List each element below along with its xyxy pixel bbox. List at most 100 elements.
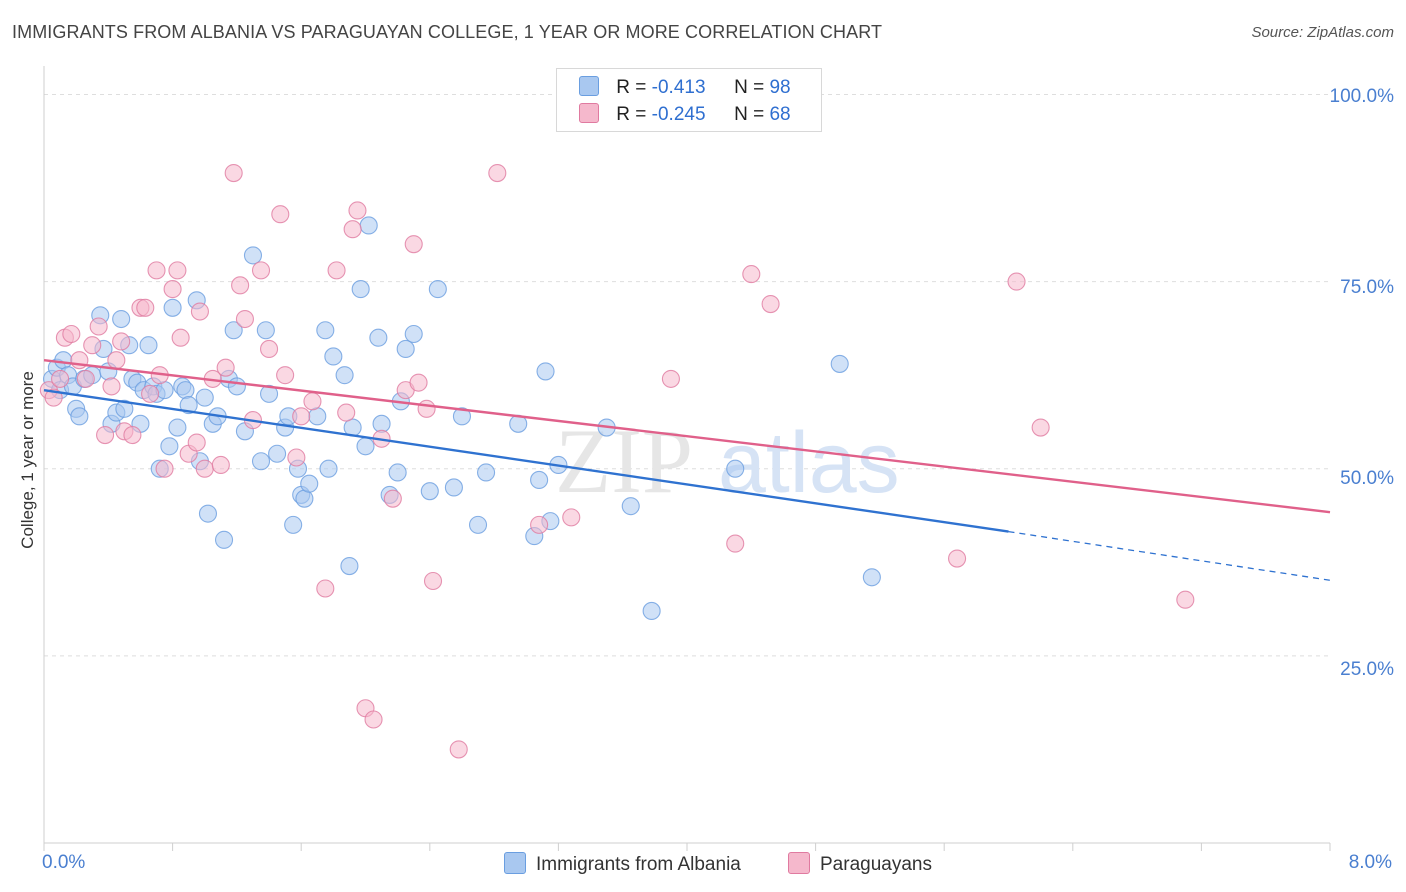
albania-point — [530, 470, 549, 490]
albania-point — [536, 362, 555, 381]
y-axis-label: College, 1 year or more — [18, 371, 37, 549]
albania-point — [420, 482, 439, 501]
paraguayan-point — [1176, 590, 1195, 609]
albania-point — [621, 497, 640, 516]
albania-point — [251, 452, 271, 471]
albania-point — [444, 478, 463, 497]
paraguayan-point — [107, 351, 126, 370]
x-tick-label-min: 0.0% — [42, 852, 86, 873]
bottom-legend-swatch — [788, 852, 810, 874]
watermark-zip: ZIP — [555, 410, 693, 512]
albania-point — [316, 321, 335, 340]
albania-point — [214, 530, 234, 549]
albania-point — [404, 324, 423, 344]
stats-legend: R = -0.413 N = 98 R = -0.245 N = 68 — [556, 68, 822, 132]
paraguayan-point — [316, 579, 335, 598]
paraguayan-point — [112, 332, 131, 351]
albania-point — [324, 347, 343, 366]
albania-point — [335, 366, 354, 385]
paraguayan-point — [141, 384, 160, 403]
bottom-legend-paraguayans: Paraguayans — [788, 852, 932, 876]
paraguayan-point — [259, 339, 279, 359]
paraguayan-point — [530, 515, 549, 534]
albania-point — [284, 515, 303, 534]
paraguayan-point — [163, 280, 182, 299]
paraguayan-point — [1007, 272, 1026, 291]
albania-point — [259, 384, 279, 403]
trend-lines — [43, 358, 1331, 581]
albania-point — [388, 463, 407, 482]
paraguayan-point — [661, 369, 680, 388]
paraguayan-point — [168, 261, 187, 280]
x-tick-label-max: 8.0% — [1348, 852, 1392, 873]
albania-point — [70, 407, 89, 426]
paraguayan-point — [224, 164, 243, 183]
paraguayan-point — [171, 328, 190, 347]
y-tick-label: 25.0% — [1340, 659, 1394, 680]
legend-r-label: R = — [616, 104, 652, 125]
y-tick-label: 75.0% — [1340, 277, 1394, 298]
legend-r-value: -0.245 — [651, 104, 706, 125]
legend-n-value: 98 — [769, 77, 791, 98]
paraguayan-point — [190, 302, 209, 321]
albania-point — [179, 396, 198, 415]
paraguayan-point — [89, 317, 108, 336]
legend-n-label: N = — [734, 104, 770, 125]
paraguayan-point — [251, 261, 271, 280]
albania-trend-extension — [1008, 530, 1331, 581]
paraguayan-point — [76, 369, 95, 388]
paraguayan-point — [562, 508, 581, 527]
paraguayan-point — [83, 336, 102, 355]
paraguayan-point — [761, 294, 780, 314]
albania-point — [227, 377, 246, 396]
albania-point — [452, 407, 472, 426]
paraguayan-point — [948, 549, 967, 568]
paraguayan-trend-line — [43, 358, 1331, 514]
albania-point — [477, 463, 496, 482]
paraguayan-point — [343, 220, 362, 239]
chart-title: IMMIGRANTS FROM ALBANIA VS PARAGUAYAN CO… — [12, 22, 883, 42]
paraguayan-point — [327, 261, 346, 280]
albania-point — [830, 354, 849, 373]
albania-point — [862, 568, 881, 587]
bottom-legend-albania: Immigrants from Albania — [504, 852, 741, 876]
legend-n-value: 68 — [769, 104, 791, 125]
paraguayan-point — [51, 369, 70, 388]
albania-point — [176, 381, 195, 400]
paraguayan-point — [195, 459, 214, 478]
legend-row-paraguayans: R = -0.245 N = 68 — [579, 103, 791, 126]
albania-point — [468, 515, 488, 534]
albania-point — [351, 280, 370, 299]
paraguayan-point — [271, 205, 290, 224]
paraguayan-point — [383, 489, 402, 508]
axes — [43, 66, 1331, 851]
paraguayan-point — [155, 459, 174, 478]
albania-point — [300, 474, 319, 493]
watermark-atlas: atlas — [718, 415, 900, 511]
paraguayan-point — [235, 309, 254, 329]
legend-swatch-paraguayans — [579, 103, 599, 123]
paraguayan-point — [96, 425, 115, 445]
paraguayan-point — [337, 403, 356, 422]
paraguayan-point — [364, 710, 383, 729]
source-label: Source: ZipAtlas.com — [1251, 24, 1394, 41]
paraguayan-point — [102, 377, 121, 396]
paraguayan-point — [417, 399, 436, 418]
albania-point — [308, 407, 327, 426]
albania-point — [642, 601, 661, 621]
albania-point — [115, 399, 134, 418]
albania-point — [268, 444, 287, 463]
albania-point — [256, 321, 275, 340]
legend-r-value: -0.413 — [651, 77, 706, 98]
y-tick-label: 50.0% — [1340, 468, 1394, 489]
paraguayan-point — [231, 276, 250, 295]
paraguayan-point — [409, 373, 428, 392]
albania-point — [369, 328, 388, 347]
albania-point — [195, 388, 214, 407]
paraguayan-point — [187, 433, 206, 452]
paraguayan-point — [147, 261, 166, 280]
y-tick-label: 100.0% — [1329, 86, 1394, 107]
albania-point — [340, 556, 359, 576]
albania-point — [726, 459, 745, 478]
